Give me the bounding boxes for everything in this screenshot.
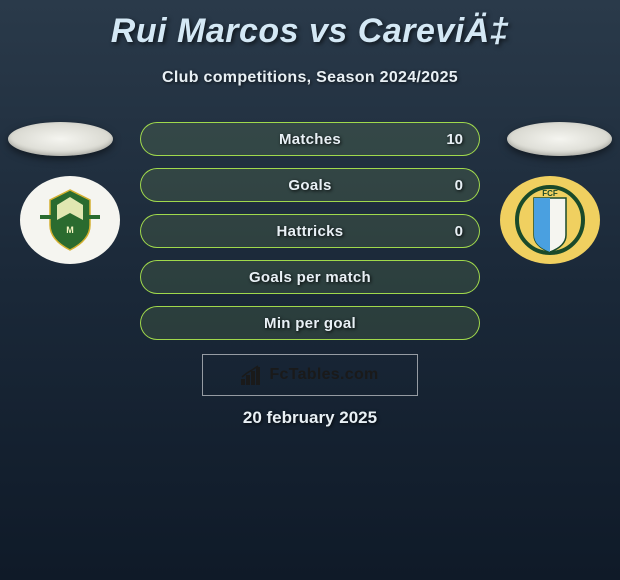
famalicao-crest-icon: FCF [514, 180, 586, 260]
moreirense-crest-icon: M [35, 185, 105, 255]
watermark: FcTables.com [202, 354, 418, 396]
club-badge-left: M [20, 176, 120, 264]
stat-row-min-per-goal: Min per goal [140, 306, 480, 340]
stat-label: Goals [288, 177, 331, 194]
date-label: 20 february 2025 [0, 408, 620, 428]
page-title: Rui Marcos vs CareviÄ‡ [0, 0, 620, 51]
svg-text:FCF: FCF [542, 189, 558, 198]
player-avatar-left [8, 122, 113, 156]
page-subtitle: Club competitions, Season 2024/2025 [0, 69, 620, 87]
chart-icon [241, 365, 263, 385]
stat-label: Matches [279, 131, 341, 148]
stat-label: Min per goal [264, 315, 356, 332]
stat-row-hattricks: Hattricks 0 [140, 214, 480, 248]
club-badge-right: FCF [500, 176, 600, 264]
stat-value: 0 [455, 177, 463, 194]
stat-label: Goals per match [249, 269, 371, 286]
stat-label: Hattricks [277, 223, 344, 240]
player-avatar-right [507, 122, 612, 156]
stat-row-goals-per-match: Goals per match [140, 260, 480, 294]
stat-value: 10 [446, 131, 463, 148]
stat-row-matches: Matches 10 [140, 122, 480, 156]
svg-text:M: M [66, 225, 74, 235]
stats-container: Matches 10 Goals 0 Hattricks 0 Goals per… [140, 122, 480, 352]
watermark-text: FcTables.com [269, 366, 378, 384]
stat-row-goals: Goals 0 [140, 168, 480, 202]
stat-value: 0 [455, 223, 463, 240]
